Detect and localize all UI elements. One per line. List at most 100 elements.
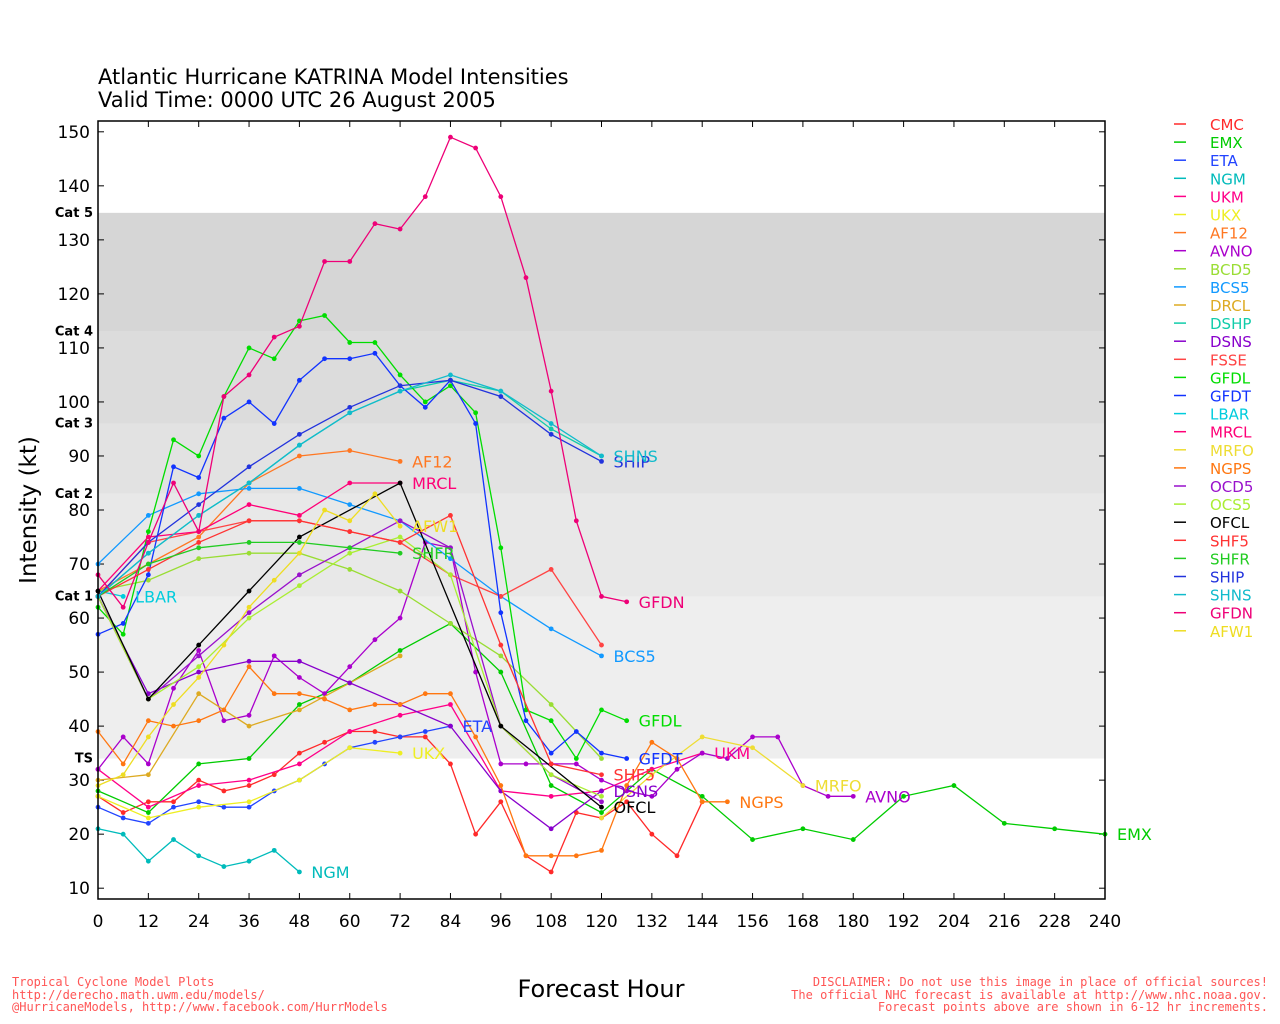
series-point-shf5 — [397, 540, 403, 545]
series-point-emx — [800, 826, 806, 832]
footer-credits: Tropical Cyclone Model Plots http://derec… — [12, 976, 388, 1014]
series-point-cmc — [196, 777, 202, 783]
end-label-ship: SHIP — [614, 452, 651, 471]
series-point-gfdl — [271, 356, 277, 362]
series-point-ukm — [548, 793, 554, 799]
series-point-emx — [145, 810, 151, 815]
series-point-ofcl — [196, 642, 202, 648]
x-tick-label-120: 120 — [585, 912, 617, 932]
series-point-drcl — [397, 653, 403, 659]
chart-title: Atlantic Hurricane KATRINA Model Intensi… — [98, 66, 569, 112]
category-label-cat-2: Cat 2 — [55, 487, 93, 502]
series-point-avno — [246, 712, 252, 718]
series-point-af12 — [297, 453, 302, 459]
footer-right-line1: DISCLAIMER: Do not use this image in pla… — [812, 975, 1268, 989]
series-point-afw1 — [145, 734, 151, 740]
series-point-ofcl — [397, 480, 403, 486]
series-point-emx — [699, 793, 705, 799]
x-tick-label-204: 204 — [938, 912, 970, 932]
series-point-gfdl — [422, 399, 428, 405]
series-point-gfdt — [624, 756, 630, 761]
series-point-shfr — [297, 540, 302, 545]
series-point-avno — [699, 750, 705, 756]
series-point-drcl — [246, 723, 252, 729]
end-label-gfdt: GFDT — [639, 750, 683, 769]
series-point-eta — [372, 739, 378, 745]
series-point-emx — [750, 837, 755, 842]
end-label-afw1: AFW1 — [412, 517, 458, 536]
series-point-afw1 — [297, 550, 302, 556]
series-point-cmc — [422, 734, 428, 740]
series-line-gfdt — [97, 352, 627, 760]
series-point-gfdt — [221, 415, 227, 421]
series-point-bcd5 — [145, 577, 151, 583]
series-point-shf5 — [548, 761, 554, 767]
legend-label-ocd5: OCD5 — [1210, 478, 1253, 496]
end-label-bcs5: BCS5 — [614, 647, 656, 666]
series-point-dsns — [246, 658, 252, 664]
end-label-dsns: DSNS — [614, 782, 659, 801]
y-tick-label-30: 30 — [68, 771, 90, 791]
series-point-mrfo — [800, 783, 806, 788]
series-point-shns — [145, 550, 151, 556]
series-point-ngps — [523, 853, 529, 859]
series-point-afw1 — [221, 642, 227, 648]
y-axis-label: Intensity (kt) — [16, 436, 42, 584]
series-point-gfdn — [171, 480, 176, 486]
series-point-cmc — [322, 739, 327, 745]
series-point-gfdt — [145, 572, 151, 578]
series-point-ukm — [397, 712, 403, 718]
series-point-shns — [246, 480, 252, 486]
series-point-bcs5 — [145, 513, 151, 518]
series-point-bcd5 — [599, 756, 604, 761]
series-point-ocd5 — [196, 653, 202, 659]
series-point-shns — [548, 421, 554, 426]
end-label-ofcl: OFCL — [614, 798, 656, 817]
legend-label-shfr: SHFR — [1210, 550, 1250, 568]
series-point-gfdn — [498, 194, 504, 200]
x-tick-label-132: 132 — [636, 912, 668, 932]
series-point-shfr — [397, 550, 403, 556]
series-point-gfdl — [171, 437, 176, 443]
series-point-mrcl — [246, 502, 252, 507]
series-point-cmc — [145, 799, 151, 805]
series-point-cmc — [624, 799, 630, 805]
series-point-gfdn — [347, 259, 353, 264]
series-point-avno — [674, 766, 680, 772]
series-point-afw1 — [322, 507, 327, 513]
legend-label-ngm: NGM — [1210, 170, 1246, 188]
y-tick-label-40: 40 — [68, 717, 90, 737]
series-point-ocs5 — [599, 793, 604, 799]
series-point-ngm — [145, 858, 151, 864]
series-point-avno — [145, 761, 151, 767]
category-label-cat-4: Cat 4 — [55, 325, 93, 340]
series-point-gfdn — [573, 518, 579, 524]
x-tick-label-144: 144 — [686, 912, 718, 932]
series-mrfo — [599, 734, 806, 821]
series-point-ukm — [448, 702, 453, 707]
series-point-dsns — [599, 788, 604, 794]
series-point-gfdt — [171, 464, 176, 470]
series-point-shns — [498, 388, 504, 394]
x-tick-label-168: 168 — [787, 912, 819, 932]
series-point-cmc — [297, 750, 302, 756]
y-tick-label-120: 120 — [58, 285, 90, 305]
series-point-emx — [1052, 826, 1058, 832]
series-point-eta — [120, 815, 126, 821]
series-point-avno — [347, 664, 353, 670]
y-tick-label-110: 110 — [58, 339, 90, 359]
series-point-ocs5 — [347, 550, 353, 556]
x-tick-label-12: 12 — [138, 912, 160, 932]
series-point-ngps — [573, 853, 579, 859]
series-point-gfdt — [599, 750, 604, 756]
x-tick-label-84: 84 — [440, 912, 462, 932]
series-point-afw1 — [246, 604, 252, 610]
series-point-ofcl — [246, 588, 252, 594]
legend-label-dshp: DSHP — [1210, 315, 1251, 333]
category-labels: TS Cat 1 Cat 2 Cat 3 Cat 4 Cat 5 — [55, 206, 93, 767]
series-point-eta — [171, 804, 176, 810]
series-point-gfdl — [322, 313, 327, 318]
series-point-eta — [196, 799, 202, 805]
series-point-mrfo — [599, 815, 604, 821]
series-point-gfdn — [196, 529, 202, 535]
